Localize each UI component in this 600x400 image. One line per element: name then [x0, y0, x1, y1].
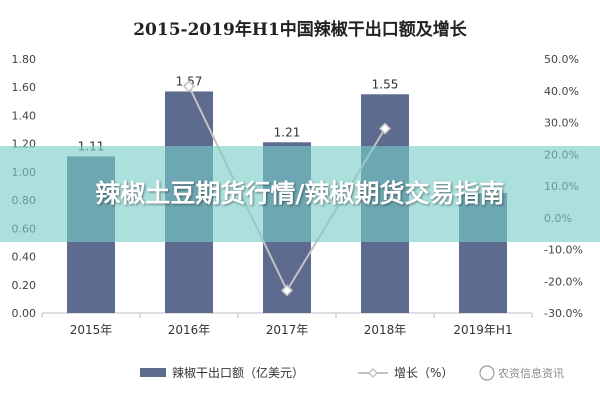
- overlay-banner: 辣椒土豆期货行情/辣椒期货交易指南: [0, 146, 600, 242]
- x-category-label: 2017年: [266, 323, 309, 337]
- watermark-text: 农资信息资讯: [498, 366, 564, 380]
- y-left-tick-label: 0.40: [12, 251, 37, 264]
- y-left-tick-label: 1.80: [12, 53, 37, 66]
- legend-bar-swatch: [140, 368, 166, 377]
- y-right-tick-label: 30.0%: [544, 117, 579, 130]
- bar-value-label: 1.21: [274, 125, 301, 139]
- y-left-tick-label: 0.20: [12, 279, 37, 292]
- y-right-tick-label: -20.0%: [544, 275, 583, 288]
- growth-marker: [182, 80, 196, 93]
- legend-line-label: 增长（%）: [394, 366, 453, 380]
- y-left-tick-label: 0.00: [12, 307, 37, 320]
- x-category-label: 2019年H1: [453, 323, 512, 337]
- overlay-title: 辣椒土豆期货行情/辣椒期货交易指南: [95, 179, 505, 208]
- y-right-tick-label: 40.0%: [544, 85, 579, 98]
- legend-bar-label: 辣椒干出口额（亿美元）: [172, 365, 304, 380]
- legend-line-marker: [367, 367, 379, 379]
- y-right-tick-label: 50.0%: [544, 53, 579, 66]
- y-right-tick-label: -10.0%: [544, 244, 583, 257]
- growth-marker: [378, 122, 392, 135]
- x-category-label: 2015年: [70, 323, 113, 337]
- growth-marker: [280, 284, 294, 297]
- bar-value-label: 1.55: [372, 77, 399, 91]
- y-left-tick-label: 1.40: [12, 109, 37, 122]
- chart-title: 2015-2019年H1中国辣椒干出口额及增长: [133, 19, 468, 40]
- x-category-label: 2016年: [168, 323, 211, 337]
- watermark-icon: [479, 365, 495, 381]
- x-category-label: 2018年: [364, 323, 407, 337]
- y-right-tick-label: -30.0%: [544, 307, 583, 320]
- y-left-tick-label: 1.60: [12, 81, 37, 94]
